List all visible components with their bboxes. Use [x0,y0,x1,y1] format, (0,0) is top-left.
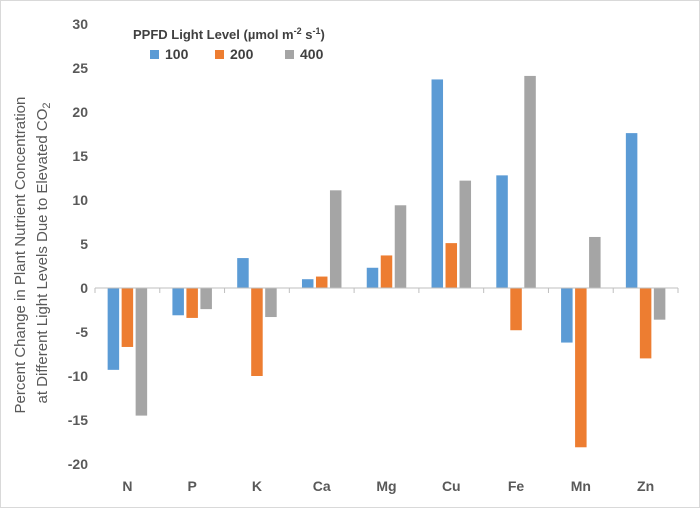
bar-ca-200 [315,276,328,288]
bar-cu-400 [459,180,472,288]
y-tick-label: 30 [72,16,88,32]
bar-n-200 [121,288,134,347]
legend: PPFD Light Level (µmol m-2 s-1) 100 200 40… [133,26,325,62]
legend-title-sup1: -2 [294,26,302,36]
y-axis-label-subscript: 2 [41,102,53,108]
y-tick-label: 20 [72,104,88,120]
bar-p-100 [172,288,184,316]
bar-p-400 [200,288,212,310]
bar-mn-200 [575,288,587,448]
y-axis-label-line2-text: at Different Light Levels Due to Elevate… [34,109,51,404]
bar-zn-100 [625,133,638,288]
x-tick-label-p: P [187,478,196,494]
bar-zn-200 [639,288,652,359]
bar-mn-400 [589,236,601,288]
bar-ca-400 [329,190,342,288]
bar-n-100 [107,288,120,370]
x-tick-label-mg: Mg [376,478,396,494]
bar-mn-100 [561,288,573,343]
bar-fe-400 [524,75,536,288]
legend-title-suffix: ) [321,27,325,42]
legend-swatch-100 [150,50,159,59]
bar-fe-200 [510,288,522,331]
bars-group [107,75,666,448]
bar-cu-200 [445,243,458,288]
y-axis-label: Percent Change in Plant Nutrient Concent… [12,92,53,413]
x-tick-label-mn: Mn [571,478,591,494]
bar-mg-200 [380,255,393,288]
y-tick-label: 0 [80,280,88,296]
legend-title: PPFD Light Level (µmol m-2 s-1) [133,26,325,42]
x-axis-labels: N P K Ca Mg Cu Fe Mn Zn [94,288,679,494]
legend-title-mid: s [302,27,313,42]
y-axis-label-line2: at Different Light Levels Due to Elevate… [34,102,53,403]
x-tick-label-cu: Cu [442,478,461,494]
y-tick-label: 25 [72,60,88,76]
y-tick-label: -20 [68,456,88,472]
y-tick-label: 10 [72,192,88,208]
y-tick-label: 15 [72,148,88,164]
bar-p-200 [186,288,198,318]
legend-title-sup2: -1 [312,26,320,36]
bar-ca-100 [301,279,314,288]
legend-swatch-200 [215,50,224,59]
bar-k-100 [237,258,249,288]
y-axis-label-line1: Percent Change in Plant Nutrient Concent… [12,97,29,414]
y-tick-label: 5 [80,236,88,252]
x-tick-label-n: N [122,478,132,494]
bar-k-200 [251,288,263,376]
legend-entries: 100 200 400 [150,46,324,62]
bar-n-400 [135,288,148,416]
y-tick-label: -15 [68,412,88,428]
x-tick-label-ca: Ca [313,478,331,494]
legend-title-prefix: PPFD Light Level (µmol m [133,27,294,42]
y-axis: 30 25 20 15 10 5 0 -5 -10 -15 -20 [68,16,88,472]
y-tick-label: -5 [76,324,89,340]
legend-swatch-400 [285,50,294,59]
y-tick-label: -10 [68,368,88,384]
bar-mg-400 [394,205,407,288]
bar-cu-100 [431,79,444,288]
x-tick-label-fe: Fe [508,478,525,494]
x-tick-label-k: K [252,478,262,494]
bar-mg-100 [366,267,379,288]
bar-k-400 [265,288,277,318]
legend-label-400: 400 [300,46,324,62]
bar-fe-100 [496,175,508,288]
legend-label-100: 100 [165,46,189,62]
legend-label-200: 200 [230,46,254,62]
bar-zn-400 [653,288,666,320]
x-tick-label-zn: Zn [637,478,654,494]
